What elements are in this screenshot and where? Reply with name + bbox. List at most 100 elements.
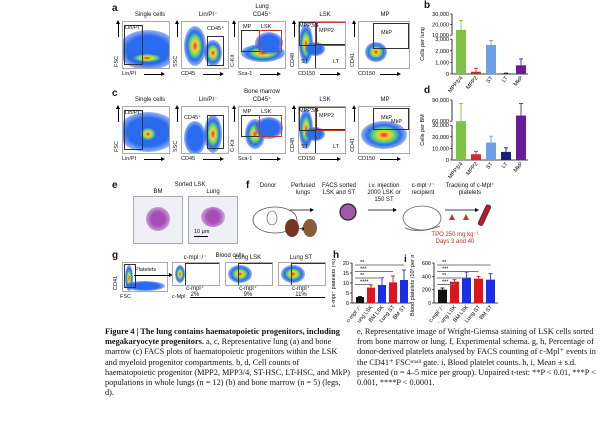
lungs-icon: ➜ xyxy=(285,219,317,237)
y-axis-arrow-icon xyxy=(352,20,356,37)
experimental-schema-drawing: ➜ xyxy=(252,203,492,237)
bm-label: BM xyxy=(153,189,163,195)
x-axis-label: Lin/PI xyxy=(122,156,137,162)
recipient-label: c-mpl⁻/⁻ recipient xyxy=(411,183,435,196)
facs-plot-ckit-sca1: MP LSK xyxy=(238,106,286,154)
x-tick-label: MPP2 xyxy=(465,161,479,176)
bar-MPP2 xyxy=(471,71,481,74)
facs-plot-lsk: MPP3/4 MPP2 ST LT xyxy=(298,106,346,154)
y-axis-label: FSC xyxy=(114,141,120,152)
bar-LT xyxy=(501,73,511,75)
svg-text:➜: ➜ xyxy=(299,226,305,233)
gate-label: MP xyxy=(243,109,252,115)
density-blob xyxy=(255,32,283,54)
facs-plot-lin-pi: CD45⁺ xyxy=(181,106,229,154)
x-axis-label: FSC xyxy=(120,294,131,300)
y-tick-label: 30,000 xyxy=(432,12,449,18)
panel-label-c: c xyxy=(112,88,118,99)
y-axis-label: CD48 xyxy=(290,52,296,67)
facs-plot-ckit-sca1: MP LSK xyxy=(238,21,286,69)
gate-cmpl-positive xyxy=(238,263,272,285)
y-tick-label: 20 xyxy=(343,261,349,267)
gate-label: Lin/PI⁻ xyxy=(125,110,142,116)
plot-title-mp: MP xyxy=(380,12,390,18)
x-axis-arrow-icon xyxy=(260,72,281,76)
caption-left-text: a, c, Representative lung (a) and bone m… xyxy=(105,337,351,398)
gate-lsk xyxy=(259,115,282,137)
y-tick-label: 3,000 xyxy=(435,37,449,43)
tracking-label: Tracking of c-Mpl⁺ platelets xyxy=(445,183,495,196)
gate-mp xyxy=(241,115,260,137)
y-tick-label: 20,000 xyxy=(432,135,449,141)
gate-label: LSK xyxy=(261,109,272,115)
density-blob xyxy=(175,265,185,283)
density-blob xyxy=(281,265,305,283)
gate-label: MkP xyxy=(391,119,402,125)
gate-label: c-mpl⁺ xyxy=(239,286,257,292)
gate-percentage: 2% xyxy=(190,292,200,298)
panel-label-b: b xyxy=(424,0,431,11)
gate-percentage: 9% xyxy=(243,292,253,298)
bar-LT xyxy=(501,151,511,160)
plot-title-single-cells: Single cells xyxy=(134,97,166,103)
y-tick-label: 200 xyxy=(422,288,431,294)
y-axis-label: CD41 xyxy=(350,137,356,152)
y-tick-label: 20,000 xyxy=(432,23,449,29)
gate-cd45 xyxy=(207,115,224,149)
y-axis-arrow-icon xyxy=(116,105,120,122)
bar-Lung ST xyxy=(389,282,397,303)
y-tick-label: 0 xyxy=(346,301,349,307)
plot-title-single-cells: Single cells xyxy=(134,12,166,18)
gate-mpp34 xyxy=(299,107,317,131)
plot-title-tissue: Bone marrow xyxy=(244,89,280,95)
significance-stars: *** xyxy=(360,267,367,273)
density-blob xyxy=(184,121,206,153)
gate-cmpl-positive xyxy=(291,263,325,285)
x-axis-arrow-icon xyxy=(203,72,224,76)
y-axis-label: SSC xyxy=(173,140,179,152)
gate-label: MPP3/4 xyxy=(299,108,319,114)
y-tick-label: 600 xyxy=(422,261,431,267)
density-blob xyxy=(184,26,206,66)
axis-line xyxy=(190,297,325,298)
significance-stars: *** xyxy=(442,267,449,273)
x-tick-label: LT xyxy=(501,161,510,170)
gate-label: Platelets xyxy=(135,267,157,273)
gate-label: MPP2 xyxy=(319,113,334,119)
density-blob xyxy=(127,52,167,64)
gate-mkp xyxy=(373,23,409,49)
y-tick-label: 10,000 xyxy=(432,146,449,152)
facs-plot-lsk: MPP3/4 MPP2 ST LT xyxy=(298,21,346,69)
facs-plot-mp: MkP xyxy=(358,21,410,69)
sorted-lsk-title: Sorted LSK xyxy=(174,182,206,188)
gate-lin-pi xyxy=(124,25,143,65)
bar-BM LSK xyxy=(462,277,471,303)
plot-title-tissue: Lung xyxy=(255,4,269,10)
tpo-days-label: Days 3 and 40 xyxy=(435,239,475,245)
gate-percentage: 11% xyxy=(295,292,307,298)
plot-title: c-mpl⁻/⁻ xyxy=(183,255,207,261)
x-tick-label: LT xyxy=(501,75,510,84)
y-tick-label: 0 xyxy=(446,158,449,164)
gate-lt xyxy=(315,44,345,68)
gate-mp xyxy=(241,30,260,52)
y-tick-label: 1,000 xyxy=(435,60,449,66)
gate-lin-pi xyxy=(124,110,143,150)
facs-plot-lin-pi: CD45⁺ xyxy=(181,21,229,69)
gate-label: MPP2 xyxy=(319,28,334,34)
plot-title: Lung LSK xyxy=(234,255,262,261)
significance-stars: ** xyxy=(442,273,447,279)
gate-label: MkP xyxy=(381,115,392,121)
y-axis-arrow-icon xyxy=(232,105,236,122)
bar-BM ST xyxy=(400,280,408,303)
x-axis-arrow-icon xyxy=(144,72,165,76)
tpo-arrow-icon xyxy=(449,214,455,220)
x-axis-arrow-icon xyxy=(380,157,401,161)
x-tick-label: BM ST xyxy=(392,304,408,321)
gate-cmpl-positive xyxy=(185,263,219,285)
y-axis-title: Cells per lung xyxy=(420,27,426,61)
x-axis-label: CD45 xyxy=(181,71,196,77)
gate-platelets xyxy=(124,264,136,288)
